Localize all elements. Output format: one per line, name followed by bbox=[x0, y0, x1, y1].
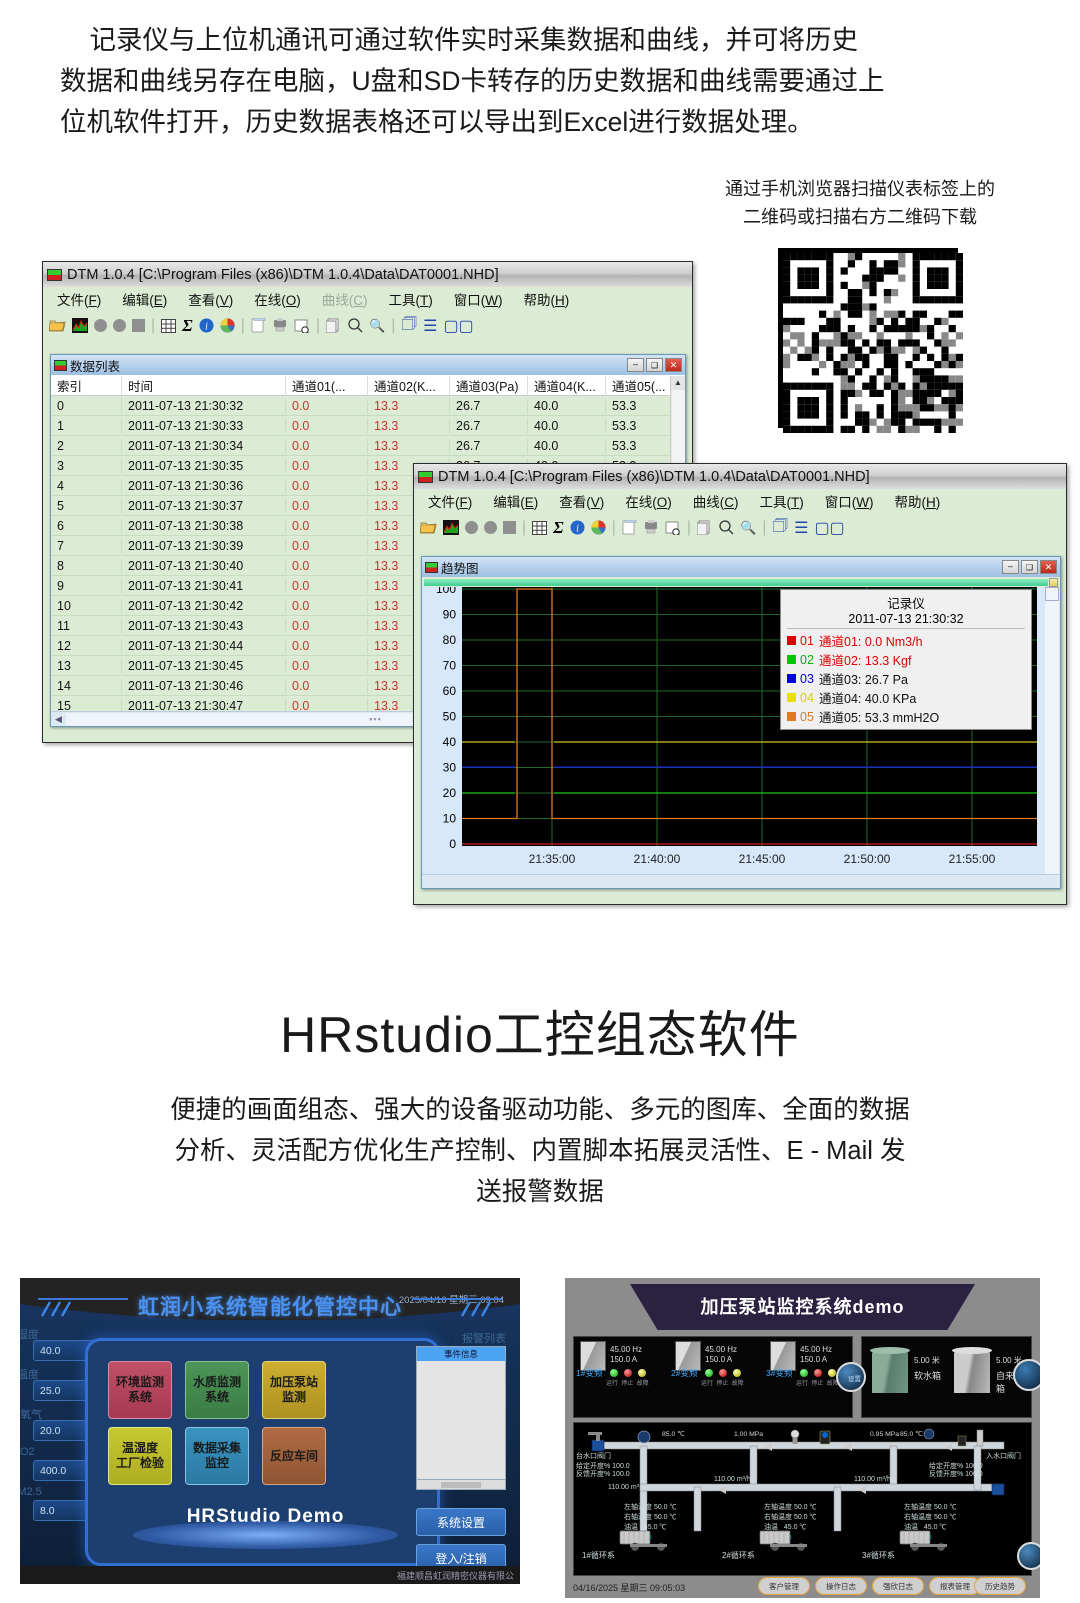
svg-text:左轴温度 50.0 ℃: 左轴温度 50.0 ℃ bbox=[764, 1502, 817, 1511]
svg-text:台水口阀门: 台水口阀门 bbox=[576, 1451, 611, 1460]
svg-text:左轴温度 50.0 ℃: 左轴温度 50.0 ℃ bbox=[904, 1502, 957, 1511]
svg-text:油温 45.0 ℃: 油温 45.0 ℃ bbox=[624, 1522, 666, 1531]
svg-text:20: 20 bbox=[443, 786, 457, 800]
svg-text:10: 10 bbox=[443, 812, 457, 826]
svg-text:反馈开度% 100.0: 反馈开度% 100.0 bbox=[576, 1469, 630, 1478]
svg-text:2#循环系: 2#循环系 bbox=[722, 1550, 755, 1560]
svg-text:0.95 MPa: 0.95 MPa bbox=[870, 1431, 899, 1438]
svg-text:油温 45.0 ℃: 油温 45.0 ℃ bbox=[764, 1522, 806, 1531]
svg-text:右轴温度 50.0 ℃: 右轴温度 50.0 ℃ bbox=[904, 1512, 957, 1521]
svg-text:85.0 ℃: 85.0 ℃ bbox=[900, 1431, 923, 1438]
svg-text:110.00 m³: 110.00 m³ bbox=[608, 1484, 640, 1491]
svg-text:右轴温度 50.0 ℃: 右轴温度 50.0 ℃ bbox=[624, 1512, 677, 1521]
svg-text:左轴温度 50.0 ℃: 左轴温度 50.0 ℃ bbox=[624, 1502, 677, 1511]
svg-text:i: i bbox=[576, 524, 579, 535]
svg-text:反馈开度% 100.0: 反馈开度% 100.0 bbox=[929, 1469, 983, 1478]
svg-text:油温 45.0 ℃: 油温 45.0 ℃ bbox=[904, 1522, 946, 1531]
svg-text:给定开度% 100.0: 给定开度% 100.0 bbox=[576, 1461, 630, 1470]
svg-text:21:35:00: 21:35:00 bbox=[529, 852, 576, 866]
svg-text:21:50:00: 21:50:00 bbox=[844, 852, 891, 866]
svg-text:21:45:00: 21:45:00 bbox=[739, 852, 786, 866]
svg-text:21:55:00: 21:55:00 bbox=[949, 852, 996, 866]
svg-text:85.0 ℃: 85.0 ℃ bbox=[662, 1431, 685, 1438]
svg-text:入水口阀门: 入水口阀门 bbox=[986, 1451, 1021, 1460]
svg-text:80: 80 bbox=[443, 633, 457, 647]
svg-text:1.00 MPa: 1.00 MPa bbox=[734, 1431, 763, 1438]
svg-text:3#循环系: 3#循环系 bbox=[862, 1550, 895, 1560]
svg-text:右轴温度 50.0 ℃: 右轴温度 50.0 ℃ bbox=[764, 1512, 817, 1521]
svg-text:100: 100 bbox=[436, 587, 456, 596]
svg-text:60: 60 bbox=[443, 684, 457, 698]
svg-text:40: 40 bbox=[443, 735, 457, 749]
svg-text:给定开度% 100.0: 给定开度% 100.0 bbox=[929, 1461, 983, 1470]
svg-text:21:40:00: 21:40:00 bbox=[634, 852, 681, 866]
svg-text:50: 50 bbox=[443, 710, 457, 724]
svg-text:70: 70 bbox=[443, 659, 457, 673]
svg-text:30: 30 bbox=[443, 761, 457, 775]
svg-text:0: 0 bbox=[449, 837, 456, 851]
svg-text:1#循环系: 1#循环系 bbox=[582, 1550, 615, 1560]
svg-text:110.00 m³/h: 110.00 m³/h bbox=[854, 1476, 891, 1483]
svg-text:i: i bbox=[205, 322, 208, 333]
svg-text:90: 90 bbox=[443, 608, 457, 622]
svg-text:110.00 m³/h: 110.00 m³/h bbox=[714, 1476, 751, 1483]
